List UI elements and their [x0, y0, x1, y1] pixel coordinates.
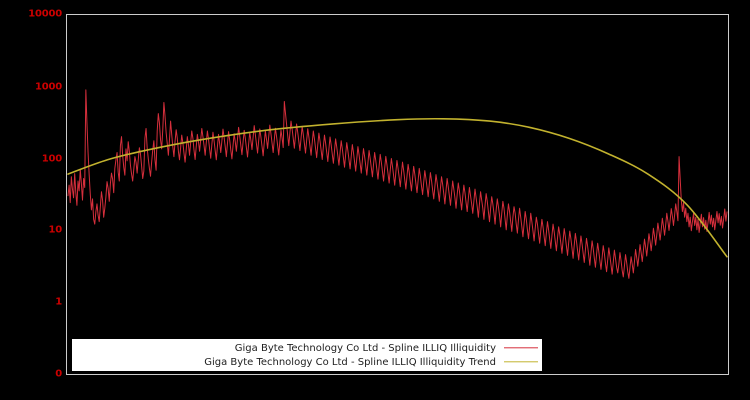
- legend-label-illiquidity-trend: Giga Byte Technology Co Ltd - Spline ILL…: [204, 356, 496, 368]
- y-tick-label-0: 0: [55, 368, 62, 380]
- plot-canvas: [67, 89, 728, 279]
- y-tick-label-100: 100: [41, 153, 62, 164]
- legend-line-icon-illiquidity-trend: [504, 357, 538, 367]
- chart-legend[interactable]: Giga Byte Technology Co Ltd - Spline ILL…: [72, 339, 542, 371]
- legend-item-illiquidity[interactable]: Giga Byte Technology Co Ltd - Spline ILL…: [74, 341, 540, 355]
- y-tick-label-1: 1: [55, 296, 62, 308]
- legend-line-icon-illiquidity: [504, 343, 538, 353]
- series-illiquidity-line: [67, 89, 728, 279]
- y-tick-label-10: 10: [48, 224, 62, 236]
- legend-item-illiquidity-trend[interactable]: Giga Byte Technology Co Ltd - Spline ILL…: [74, 355, 540, 369]
- legend-label-illiquidity: Giga Byte Technology Co Ltd - Spline ILL…: [234, 342, 496, 354]
- plot-area: [66, 14, 729, 375]
- series-illiquidity-trend-line: [67, 117, 728, 258]
- series-trend-group: [67, 117, 728, 258]
- series-illiquidity-group: [67, 89, 728, 279]
- y-axis: 10000 1000 100 10 1 0: [0, 0, 62, 400]
- y-tick-label-1000: 1000: [34, 81, 62, 93]
- y-tick-label-10000: 10000: [28, 8, 62, 20]
